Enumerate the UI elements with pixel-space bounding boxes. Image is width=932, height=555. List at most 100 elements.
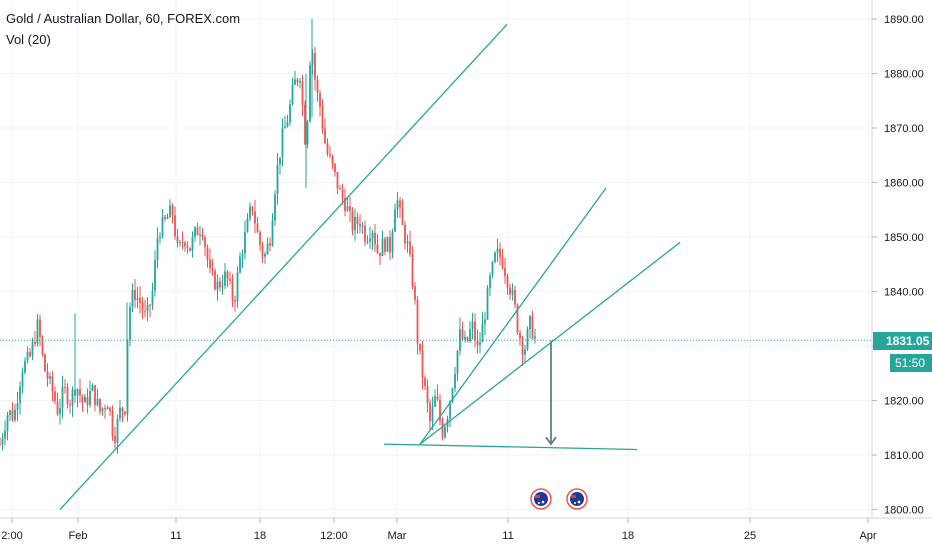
trendline-drawings[interactable]	[59, 24, 681, 510]
candle-body	[444, 426, 446, 438]
candle-body	[379, 252, 381, 257]
candle-body	[84, 396, 86, 403]
candle-body	[206, 247, 209, 260]
candle-body	[79, 389, 81, 396]
candle-body	[466, 337, 469, 341]
time-tick-label: 11	[502, 530, 513, 542]
candle-body	[239, 256, 241, 273]
candle-body	[176, 236, 179, 243]
candle-body	[51, 376, 54, 392]
candle-body	[104, 408, 106, 410]
candle-body	[406, 241, 409, 244]
trendline[interactable]	[383, 443, 638, 451]
candle-body	[224, 271, 226, 286]
candle-body	[279, 157, 281, 165]
candle-body	[171, 205, 174, 216]
candle-body	[99, 398, 101, 412]
candle-body	[331, 155, 334, 164]
time-tick-label: 18	[254, 530, 266, 542]
candle-body	[241, 253, 244, 257]
time-tick-label: Mar	[388, 530, 407, 542]
candle-body	[316, 79, 319, 93]
candle-body	[471, 321, 474, 330]
candle-body	[461, 329, 464, 340]
candle-body	[236, 272, 239, 302]
trendline[interactable]	[59, 24, 508, 510]
candle-body	[414, 286, 416, 300]
candle-body	[496, 248, 499, 253]
time-axis[interactable]: 2:00 Feb 11 18 12:00 Mar 11 18 25 Apr	[1, 518, 877, 542]
candle-body	[431, 406, 434, 422]
candle-body	[71, 389, 74, 406]
candle-body	[96, 398, 99, 406]
candle-body	[534, 336, 536, 339]
candle-body	[179, 242, 181, 244]
candle-body	[211, 268, 214, 271]
countdown-label: 51:50	[895, 356, 925, 370]
candle-body	[91, 385, 94, 391]
candle-body	[409, 241, 411, 255]
candle-body	[124, 411, 126, 415]
candle-body	[351, 210, 354, 231]
time-tick-label: Apr	[859, 530, 876, 542]
candle-body	[314, 53, 316, 80]
candle-body	[439, 399, 441, 422]
candle-body	[276, 164, 279, 195]
candle-body	[0, 444, 1, 446]
price-tick-label: 1820.00	[884, 396, 924, 408]
candle-body	[326, 143, 329, 154]
candle-body	[234, 300, 236, 302]
indicator-label[interactable]: Vol (20)	[6, 32, 51, 47]
candle-body	[334, 163, 336, 172]
event-markers[interactable]	[530, 488, 588, 510]
candle-body	[489, 275, 491, 289]
candle-body	[159, 236, 161, 238]
candle-body	[261, 244, 264, 257]
candle-body	[109, 407, 111, 412]
event-australia-flag-icon[interactable]	[530, 488, 552, 510]
candle-body	[514, 289, 516, 305]
candle-body	[271, 220, 274, 246]
candle-body	[416, 299, 419, 344]
candle-body	[181, 242, 184, 244]
trendline[interactable]	[419, 241, 681, 445]
candle-body	[149, 304, 151, 306]
price-axis[interactable]: 1890.00 1880.00 1870.00 1860.00 1850.00 1840.…	[872, 14, 924, 517]
candle-body	[411, 254, 414, 287]
candle-body	[371, 232, 374, 239]
candle-body	[459, 329, 461, 351]
candle-body	[169, 205, 171, 218]
candle-body	[346, 206, 349, 211]
candle-body	[306, 121, 309, 145]
event-australia-flag-icon[interactable]	[566, 488, 588, 510]
candle-body	[221, 285, 224, 288]
candle-body	[451, 388, 454, 402]
time-tick-label: 11	[170, 530, 181, 542]
candle-body	[274, 194, 276, 221]
candle-body	[499, 248, 501, 258]
candle-body	[101, 408, 104, 412]
candle-body	[134, 289, 136, 300]
candle-body	[309, 64, 311, 122]
candle-body	[186, 246, 189, 248]
candle-body	[86, 396, 89, 405]
candle-body	[174, 215, 176, 237]
candle-body	[1, 438, 4, 445]
candle-body	[394, 209, 396, 232]
candle-body	[299, 81, 301, 83]
candle-body	[321, 106, 324, 129]
symbol-title[interactable]: Gold / Australian Dollar, 60, FOREX.com	[6, 11, 241, 26]
candle-body	[201, 234, 204, 238]
trendline[interactable]	[419, 187, 607, 445]
candle-body	[506, 276, 509, 288]
candle-body	[341, 189, 344, 198]
candle-body	[196, 227, 199, 236]
candle-body	[54, 391, 56, 402]
candle-body	[184, 242, 186, 247]
candle-body	[194, 227, 196, 237]
candle-body	[529, 315, 531, 330]
candle-body	[199, 234, 201, 236]
candle-body	[281, 128, 284, 158]
